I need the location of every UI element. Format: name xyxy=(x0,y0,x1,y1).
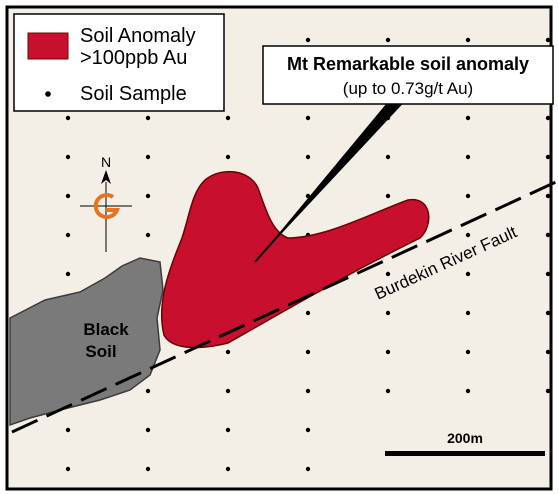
soil-sample-dot xyxy=(305,349,311,355)
black-soil-area xyxy=(9,257,164,427)
soil-sample-dot xyxy=(545,115,551,121)
soil-sample-dot xyxy=(305,310,311,316)
soil-sample-dot xyxy=(465,37,471,43)
soil-sample-dot xyxy=(385,271,391,277)
legend-anomaly-label-line2: >100ppb Au xyxy=(80,47,187,69)
soil-sample-dot xyxy=(465,310,471,316)
soil-sample-dot xyxy=(145,154,151,160)
soil-sample-dot xyxy=(545,388,551,394)
legend-anomaly-label-line1: Soil Anomaly xyxy=(80,25,196,47)
callout-box xyxy=(262,45,554,105)
soil-sample-dot xyxy=(145,466,151,472)
soil-sample-dot xyxy=(225,154,231,160)
soil-sample-dot xyxy=(545,310,551,316)
soil-sample-dot xyxy=(465,193,471,199)
soil-sample-dot xyxy=(305,37,311,43)
soil-sample-dot xyxy=(145,115,151,121)
soil-sample-dot xyxy=(465,154,471,160)
soil-sample-dot xyxy=(65,271,71,277)
soil-sample-dot xyxy=(305,427,311,433)
soil-sample-dot xyxy=(225,115,231,121)
legend-box xyxy=(13,13,225,112)
soil-sample-dot xyxy=(385,388,391,394)
soil-sample-dot xyxy=(225,388,231,394)
north-label: N xyxy=(101,154,111,170)
soil-sample-dot xyxy=(65,427,71,433)
burdekin-river-fault-line xyxy=(11,180,557,434)
soil-sample-dot xyxy=(65,232,71,238)
north-symbol-icon xyxy=(93,193,120,220)
soil-sample-dot xyxy=(65,466,71,472)
legend-sample-label: Soil Sample xyxy=(80,83,187,105)
soil-sample-dot xyxy=(545,232,551,238)
legend: Soil Anomaly >100ppb Au Soil Sample xyxy=(13,13,225,112)
callout-title: Mt Remarkable soil anomaly xyxy=(287,54,529,74)
scale-bar-label: 200m xyxy=(447,430,483,446)
soil-sample-dot xyxy=(225,466,231,472)
soil-sample-dot xyxy=(145,232,151,238)
soil-sample-dot xyxy=(65,193,71,199)
soil-sample-dot xyxy=(225,427,231,433)
soil-sample-dot xyxy=(465,271,471,277)
scale-bar: 200m xyxy=(385,430,545,456)
soil-sample-dot xyxy=(145,193,151,199)
legend-anomaly-swatch xyxy=(27,32,69,60)
soil-sample-dot xyxy=(225,349,231,355)
soil-sample-dot xyxy=(305,115,311,121)
scale-bar-line xyxy=(385,451,545,456)
soil-sample-dot xyxy=(65,115,71,121)
soil-sample-dot xyxy=(465,349,471,355)
soil-sample-dot xyxy=(385,310,391,316)
north-arrow-icon xyxy=(101,170,111,184)
soil-sample-dot xyxy=(305,154,311,160)
soil-sample-dot xyxy=(465,388,471,394)
soil-sample-dot xyxy=(545,271,551,277)
soil-sample-dot xyxy=(385,349,391,355)
soil-sample-dot xyxy=(465,115,471,121)
black-soil-label-line1: Black xyxy=(83,320,129,339)
callout: Mt Remarkable soil anomaly (up to 0.73g/… xyxy=(262,45,554,105)
soil-sample-dot xyxy=(385,193,391,199)
callout-leader-stroke xyxy=(254,92,405,263)
soil-sample-dot xyxy=(385,37,391,43)
soil-sample-dot xyxy=(145,388,151,394)
soil-sample-dot xyxy=(545,193,551,199)
soil-sample-dot xyxy=(465,232,471,238)
soil-sample-dot xyxy=(545,154,551,160)
soil-sample-dot xyxy=(145,427,151,433)
soil-sample-dot xyxy=(545,349,551,355)
soil-sample-dot xyxy=(385,154,391,160)
north-arrow: N xyxy=(80,154,132,252)
black-soil-label-line2: Soil xyxy=(85,342,116,361)
soil-sample-dot xyxy=(305,388,311,394)
soil-sample-dot xyxy=(545,37,551,43)
legend-sample-dot-icon xyxy=(45,91,51,97)
soil-sample-dot xyxy=(305,466,311,472)
soil-anomaly-area xyxy=(160,170,430,349)
soil-sample-dot xyxy=(65,154,71,160)
callout-subtitle: (up to 0.73g/t Au) xyxy=(343,79,473,98)
